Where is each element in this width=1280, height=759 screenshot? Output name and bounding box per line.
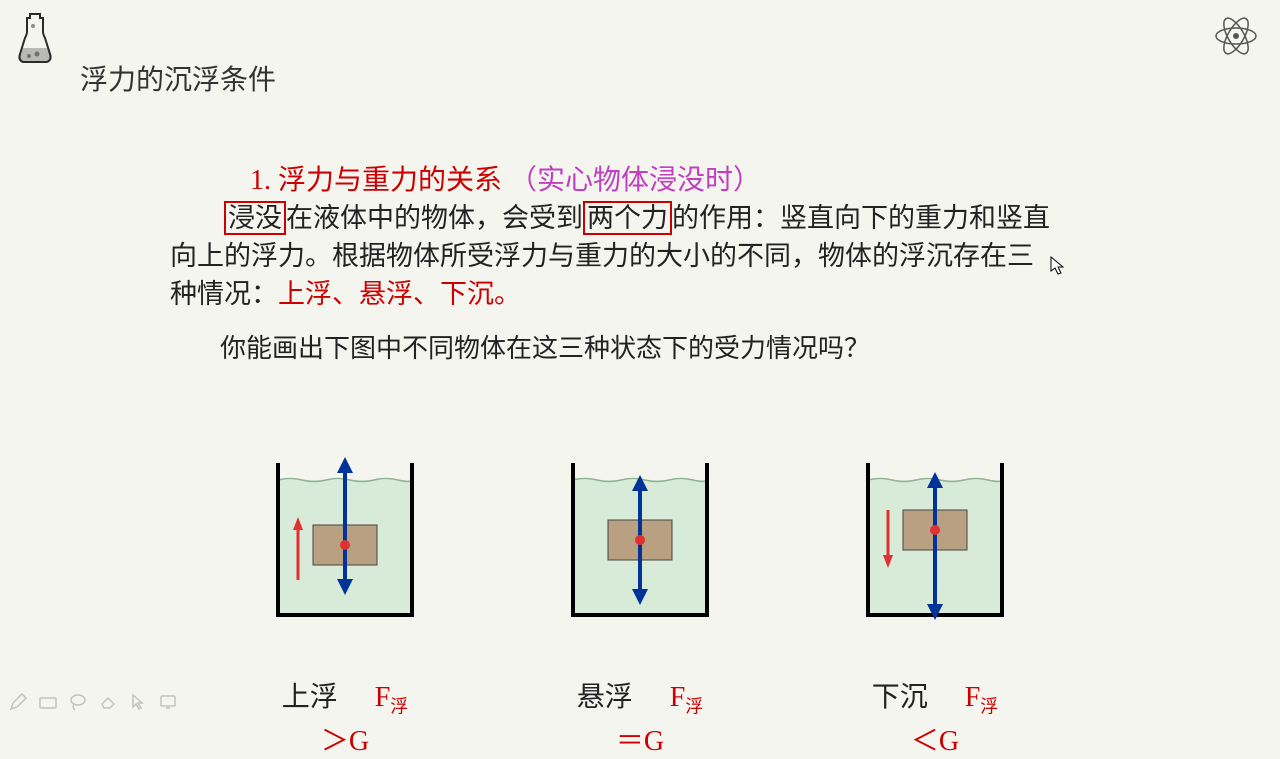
section-number: 1. [250, 165, 271, 196]
diagram-label: 上浮 F浮＞G [270, 675, 420, 759]
container-diagram [565, 445, 715, 625]
diagram: 上浮 F浮＞G [270, 445, 420, 759]
keyboard-icon[interactable] [38, 692, 58, 712]
section-title: 浮力与重力的关系 [278, 165, 502, 196]
atom-icon [1212, 12, 1260, 65]
text-segment-1: 在液体中的物体，会受到 [286, 203, 583, 233]
pointer-icon[interactable] [128, 692, 148, 712]
question-text: 你能画出下图中不同物体在这三种状态下的受力情况吗？ [220, 328, 870, 365]
diagram: 下沉 F浮＜G [860, 445, 1010, 759]
state-label: 下沉 [872, 682, 928, 713]
screen-icon[interactable] [158, 692, 178, 712]
boxed-term-2: 两个力 [583, 201, 672, 235]
page-title: 浮力的沉浮条件 [80, 58, 276, 98]
container-diagram [860, 445, 1010, 625]
boxed-term-1: 浸没 [224, 201, 286, 235]
lasso-icon[interactable] [68, 692, 88, 712]
toolbar [8, 692, 178, 712]
highlighted-states: 上浮、悬浮、下沉。 [278, 279, 521, 309]
diagram: 悬浮 F浮＝G [565, 445, 715, 759]
container-diagram [270, 445, 420, 625]
diagram-label: 悬浮 F浮＝G [565, 675, 715, 759]
section-header: 1. 浮力与重力的关系 （实心物体浸没时） [250, 158, 761, 198]
diagram-row: 上浮 F浮＞G 悬浮 F浮＝G [0, 445, 1280, 759]
state-label: 悬浮 [577, 682, 633, 713]
flask-icon [15, 10, 55, 70]
body-paragraph: 浸没在液体中的物体，会受到两个力的作用：竖直向下的重力和竖直向上的浮力。根据物体… [170, 200, 1050, 313]
cursor-icon [1050, 256, 1066, 281]
diagram-label: 下沉 F浮＜G [860, 675, 1010, 759]
section-note: （实心物体浸没时） [509, 165, 761, 196]
state-label: 上浮 [282, 682, 338, 713]
eraser-icon[interactable] [98, 692, 118, 712]
pen-icon[interactable] [8, 692, 28, 712]
